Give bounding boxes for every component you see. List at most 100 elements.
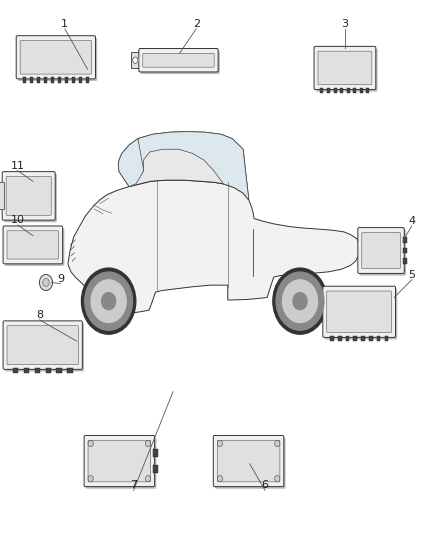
Bar [403,248,407,253]
Circle shape [276,272,324,330]
Bar [35,368,40,373]
Text: 1: 1 [61,19,68,29]
FancyBboxPatch shape [84,435,155,487]
Polygon shape [138,132,249,200]
Text: 9: 9 [57,273,64,284]
Bar [369,336,373,341]
Bar [346,88,350,93]
Bar [377,336,381,341]
Bar [353,88,357,93]
Bar [30,77,33,83]
Bar [153,465,158,473]
Bar [58,77,61,83]
FancyBboxPatch shape [325,288,397,340]
Bar [13,368,18,373]
Circle shape [42,278,49,287]
FancyBboxPatch shape [4,174,57,222]
FancyBboxPatch shape [7,231,59,259]
FancyBboxPatch shape [88,440,151,482]
Circle shape [145,440,151,447]
Bar [57,368,62,373]
Bar [46,368,51,373]
Circle shape [91,280,126,322]
Bar [67,368,73,373]
FancyBboxPatch shape [139,49,218,72]
Bar [346,336,350,341]
Circle shape [275,475,280,482]
FancyBboxPatch shape [213,435,284,487]
FancyBboxPatch shape [6,176,51,215]
Bar [333,88,337,93]
Text: 10: 10 [11,215,25,225]
Text: 6: 6 [261,480,268,490]
Text: 8: 8 [36,310,43,320]
Bar [72,77,75,83]
Bar [360,88,363,93]
Circle shape [217,440,223,447]
FancyBboxPatch shape [327,291,392,333]
Text: 7: 7 [130,480,137,490]
FancyBboxPatch shape [316,49,378,92]
FancyBboxPatch shape [5,323,84,372]
FancyBboxPatch shape [143,53,214,67]
Polygon shape [68,180,359,316]
Bar [0,182,4,209]
FancyBboxPatch shape [358,228,404,273]
Bar [338,336,342,341]
Bar [320,88,324,93]
Text: 3: 3 [342,19,349,29]
FancyBboxPatch shape [360,230,406,276]
FancyBboxPatch shape [2,172,55,220]
FancyBboxPatch shape [7,326,78,365]
Text: 4: 4 [408,216,415,226]
Bar [385,336,388,341]
Circle shape [273,268,327,334]
Bar [131,52,140,68]
Circle shape [217,475,223,482]
Circle shape [88,475,93,482]
Bar [65,77,68,83]
Circle shape [283,280,318,322]
Bar [44,77,47,83]
FancyBboxPatch shape [86,438,156,489]
FancyBboxPatch shape [3,321,82,369]
Text: 2: 2 [193,19,200,29]
Circle shape [145,475,151,482]
FancyBboxPatch shape [141,51,220,74]
Bar [361,336,365,341]
Bar [23,77,26,83]
FancyBboxPatch shape [5,228,64,266]
Bar [403,237,407,243]
Bar [153,449,158,457]
Bar [366,88,370,93]
Bar [51,77,54,83]
Bar [330,336,334,341]
Bar [78,77,82,83]
Circle shape [275,440,280,447]
Bar [403,259,407,264]
Polygon shape [118,132,249,200]
Bar [353,336,357,341]
FancyBboxPatch shape [318,51,372,85]
FancyBboxPatch shape [314,46,376,90]
Bar [340,88,343,93]
Bar [327,88,330,93]
FancyBboxPatch shape [323,286,396,337]
Circle shape [293,293,307,310]
Circle shape [85,272,133,330]
Circle shape [88,440,93,447]
Circle shape [81,268,136,334]
Bar [37,77,40,83]
Bar [24,368,29,373]
Circle shape [102,293,116,310]
FancyBboxPatch shape [217,440,280,482]
Circle shape [133,57,138,63]
Polygon shape [118,139,144,187]
FancyBboxPatch shape [215,438,286,489]
Text: 11: 11 [11,160,25,171]
Bar [85,77,89,83]
FancyBboxPatch shape [16,36,95,79]
FancyBboxPatch shape [362,232,400,269]
Circle shape [39,274,53,290]
FancyBboxPatch shape [18,38,97,81]
